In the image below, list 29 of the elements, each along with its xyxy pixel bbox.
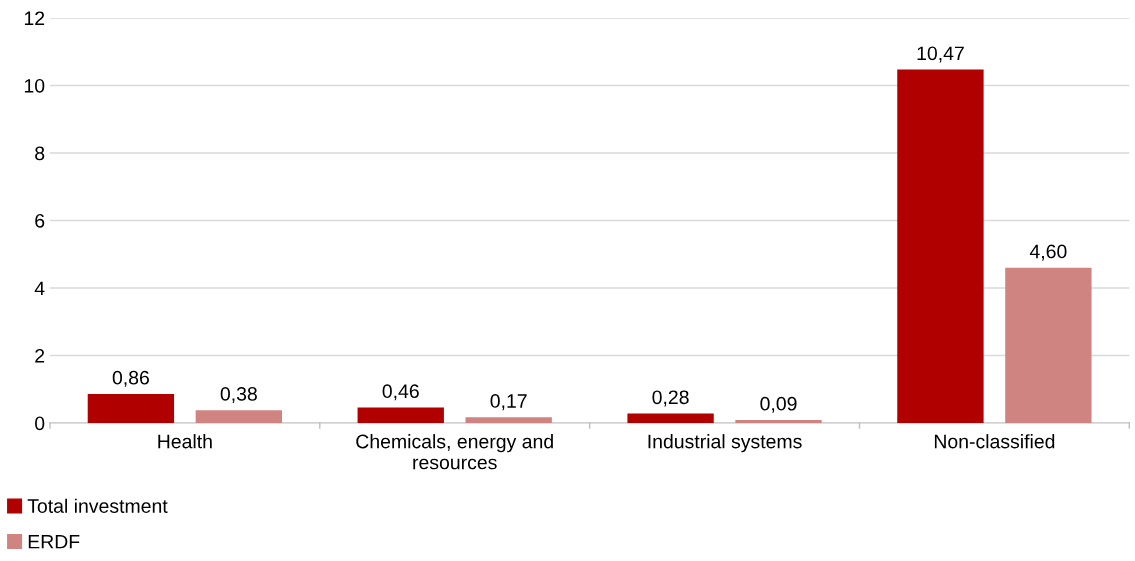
bar bbox=[465, 417, 552, 423]
data-label: 0,09 bbox=[760, 396, 797, 413]
x-tick-label: Industrial systems bbox=[648, 434, 802, 453]
x-tick-label: Chemicals, energy and resources bbox=[356, 434, 553, 470]
data-label: 0,28 bbox=[652, 390, 689, 407]
x-tick-label: Non-classified bbox=[934, 434, 1055, 449]
y-tick-label: 4 bbox=[34, 281, 45, 296]
bar bbox=[627, 413, 714, 423]
x-tick-label: Health bbox=[158, 434, 212, 449]
bar bbox=[357, 407, 444, 423]
bar bbox=[87, 393, 175, 423]
bar bbox=[1005, 267, 1092, 423]
bar bbox=[195, 410, 283, 423]
data-label: 0,38 bbox=[220, 387, 257, 404]
bar bbox=[735, 419, 822, 423]
data-label: 0,17 bbox=[490, 394, 527, 411]
y-tick-label: 2 bbox=[35, 348, 45, 363]
y-tick-label: 6 bbox=[35, 213, 45, 228]
y-tick-label: 0 bbox=[35, 416, 45, 431]
data-label: 10,47 bbox=[917, 46, 964, 63]
legend-label: Total investment bbox=[27, 498, 168, 513]
data-label: 0,86 bbox=[112, 370, 149, 387]
data-label: 0,46 bbox=[382, 384, 419, 401]
legend-label: ERDF bbox=[28, 534, 80, 549]
y-tick-label: 8 bbox=[35, 146, 45, 161]
y-tick-label: 10 bbox=[24, 78, 45, 93]
bar bbox=[897, 69, 984, 423]
data-label: 4,60 bbox=[1029, 244, 1067, 261]
y-tick-label: 12 bbox=[24, 11, 45, 25]
